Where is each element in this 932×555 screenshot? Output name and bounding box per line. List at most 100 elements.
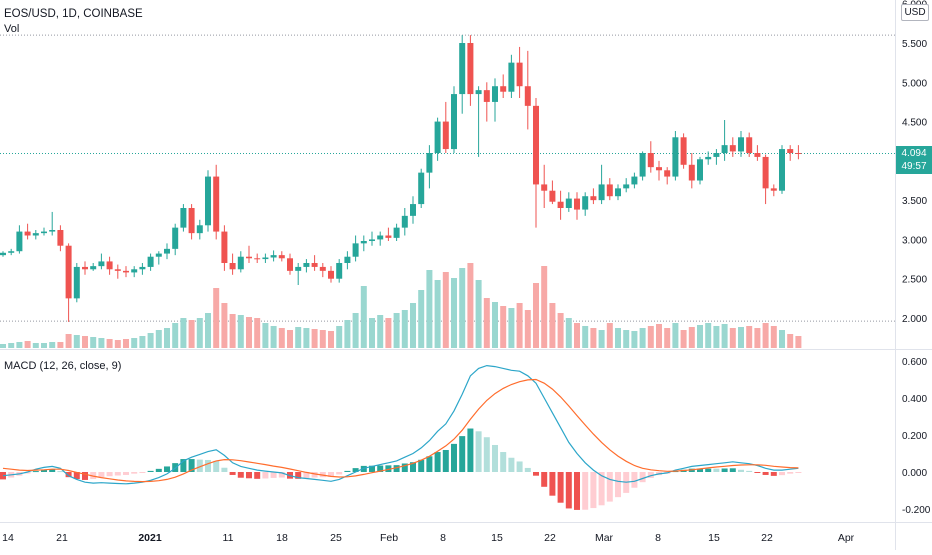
macd-histogram-bar	[615, 472, 621, 498]
bar-countdown: 49:57	[901, 161, 927, 172]
macd-histogram-bar	[82, 472, 88, 480]
candle-body	[451, 94, 457, 150]
currency-badge[interactable]: USD	[901, 4, 929, 21]
volume-bar	[65, 334, 72, 348]
volume-bar	[426, 270, 433, 348]
volume-bar	[82, 336, 88, 348]
candle-body	[229, 263, 236, 270]
volume-bar	[582, 326, 589, 348]
candle-body	[172, 227, 179, 249]
volume-bar	[459, 268, 466, 348]
macd-histogram-bar	[336, 472, 343, 475]
time-tick-label: 8	[440, 532, 446, 544]
macd-histogram-bar	[475, 431, 482, 472]
volume-bar	[270, 326, 277, 348]
time-tick-label: 15	[708, 532, 720, 544]
candle-body	[319, 266, 326, 271]
volume-bar	[631, 331, 638, 348]
volume-bar	[0, 344, 6, 348]
candle-body	[738, 137, 744, 152]
candle-body	[155, 253, 162, 257]
volume-bar	[713, 326, 720, 348]
volume-bar	[172, 323, 179, 348]
macd-histogram-bar	[754, 472, 761, 473]
macd-histogram-bar	[393, 465, 400, 472]
volume-bar	[647, 326, 654, 348]
volume-bar	[639, 328, 646, 348]
volume-bar	[246, 317, 252, 348]
price-tick-label: 3.000	[902, 235, 927, 246]
candle-body	[516, 62, 523, 87]
volume-bar	[164, 328, 170, 348]
volume-bar	[672, 323, 679, 348]
volume-bar	[295, 327, 302, 348]
volume-bar	[205, 313, 211, 348]
macd-histogram-bar	[483, 437, 490, 472]
macd-histogram-bar	[721, 468, 728, 472]
price-tick-label: 4.500	[902, 118, 927, 129]
candle-body	[615, 188, 621, 197]
candle-body	[795, 153, 802, 154]
macd-histogram-bar	[49, 469, 56, 472]
macd-histogram-bar	[524, 467, 531, 472]
macd-histogram-bar	[131, 472, 138, 474]
volume-bar	[229, 314, 236, 348]
macd-histogram-bar	[278, 472, 285, 478]
candle-body	[541, 184, 548, 191]
candle-body	[139, 266, 146, 270]
volume-bar	[721, 324, 728, 348]
price-tick-label: 3.500	[902, 196, 927, 207]
candle-body	[237, 256, 244, 270]
volume-bar	[237, 315, 244, 348]
volume-bar	[738, 327, 744, 348]
candle-body	[672, 137, 679, 177]
volume-bar	[385, 318, 392, 348]
volume-bar	[131, 338, 138, 348]
candle-body	[729, 145, 736, 152]
macd-histogram-bar	[442, 449, 449, 472]
volume-bar	[549, 303, 556, 348]
volume-bar	[311, 329, 318, 348]
macd-tick-label: -0.200	[902, 505, 931, 516]
price-tick-label: 2.500	[902, 275, 927, 286]
macd-histogram-bar	[57, 471, 64, 473]
volume-bar	[590, 328, 597, 348]
candle-body	[123, 270, 129, 273]
candle-body	[303, 263, 310, 267]
volume-bar	[57, 342, 64, 348]
candle-body	[344, 256, 351, 263]
macd-histogram-bar	[344, 470, 351, 472]
volume-bar	[754, 328, 761, 348]
candle-body	[295, 266, 302, 271]
candle-body	[779, 149, 785, 191]
candle-body	[467, 43, 474, 95]
candle-body	[73, 266, 80, 299]
macd-histogram-bar	[196, 459, 203, 472]
macd-histogram-bar	[221, 467, 228, 472]
macd-histogram-bar	[631, 472, 638, 488]
macd-histogram-bar	[262, 472, 269, 479]
macd-histogram-bar	[508, 457, 515, 472]
macd-histogram-bar	[155, 468, 162, 472]
macd-histogram-bar	[549, 472, 556, 496]
price-tick-label: 5.500	[902, 39, 927, 50]
macd-line	[2, 364, 799, 485]
candle-body	[369, 239, 375, 241]
candle-body	[8, 251, 15, 253]
volume-bar	[49, 342, 56, 348]
candle-body	[246, 256, 252, 259]
candle-body	[442, 121, 449, 150]
volume-bar	[656, 324, 662, 348]
candle-body	[65, 245, 72, 299]
candle-body	[598, 184, 605, 201]
candle-body	[483, 90, 490, 102]
macd-histogram-bar	[237, 472, 244, 478]
volume-bar	[278, 328, 285, 348]
macd-histogram-bar	[516, 461, 523, 472]
volume-bar	[795, 336, 802, 348]
volume-bar	[623, 330, 630, 348]
macd-histogram-bar	[697, 468, 703, 472]
candle-body	[164, 248, 170, 254]
